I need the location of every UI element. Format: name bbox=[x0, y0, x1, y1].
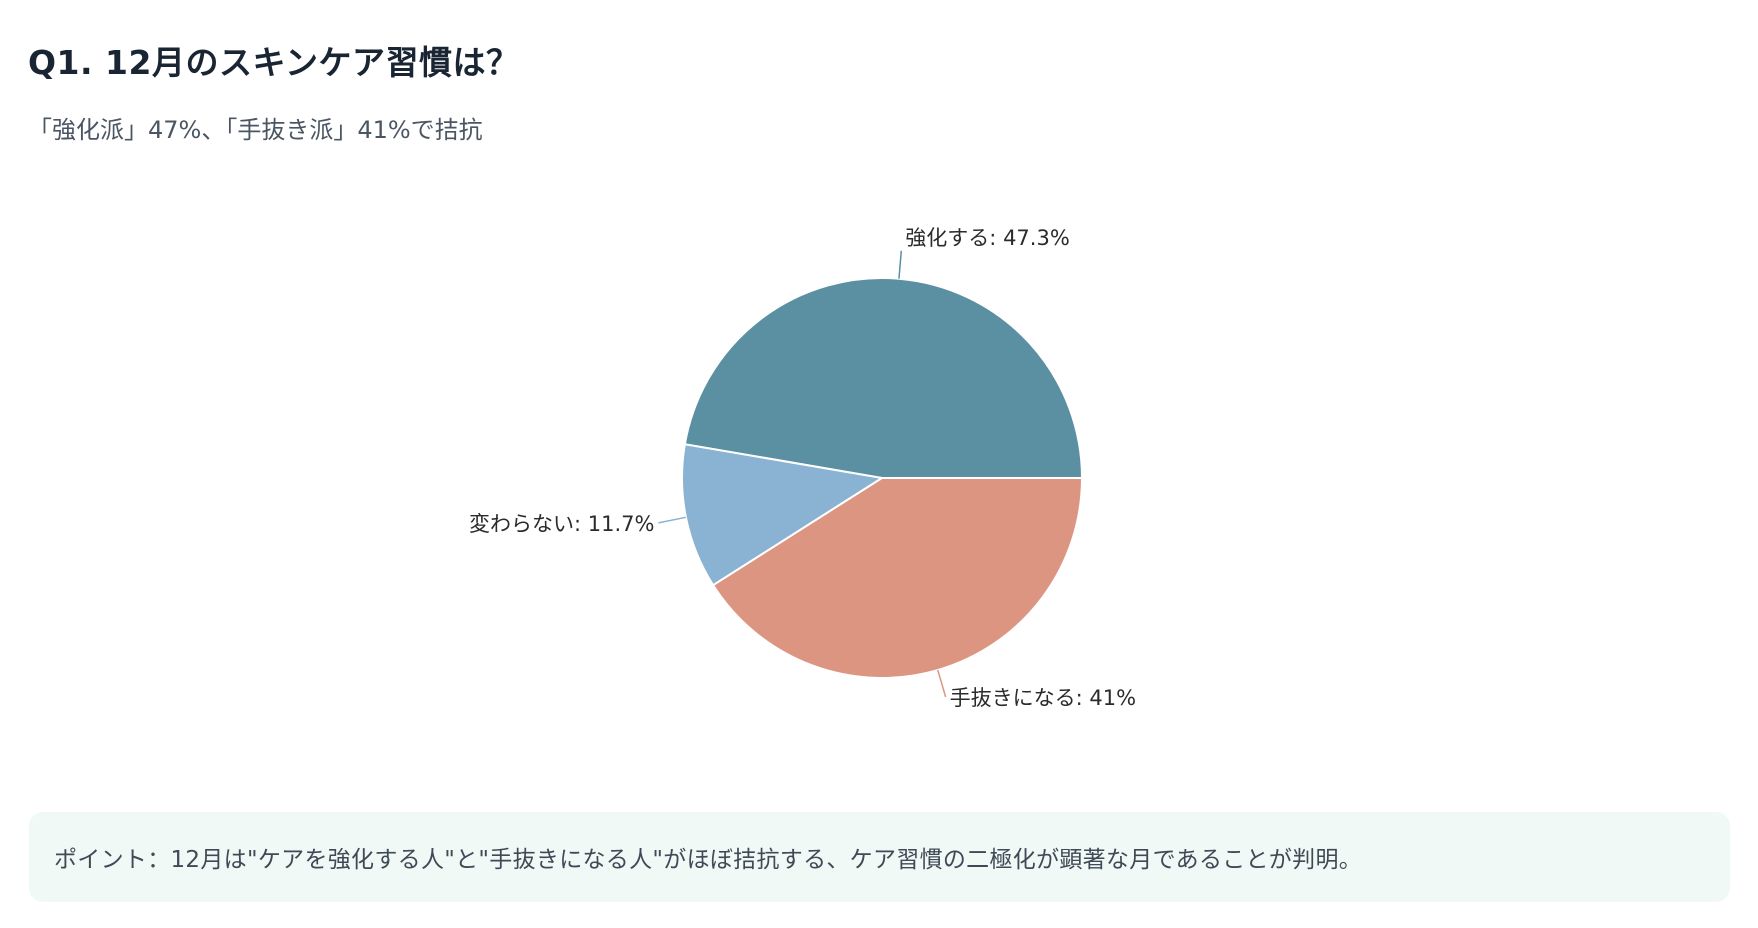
pie-slice-0 bbox=[683, 277, 1084, 479]
pie-chart: 強化する: 47.3% 変わらない: 11.7% 手抜きになる: 41% bbox=[469, 226, 1136, 710]
point-text: ポイント：12月は"ケアを強化する人"と"手抜きになる人"がほぼ拮抗する、ケア習… bbox=[54, 847, 1363, 873]
pie-label-2: 手抜きになる: 41% bbox=[950, 686, 1136, 710]
pie-label-1: 変わらない: 11.7% bbox=[469, 512, 654, 536]
page-subtitle: 「強化派」47%、「手抜き派」41%で拮抗 bbox=[28, 116, 483, 144]
point-callout: ポイント：12月は"ケアを強化する人"と"手抜きになる人"がほぼ拮抗する、ケア習… bbox=[29, 812, 1730, 902]
pie-slices bbox=[681, 277, 1084, 679]
pie-leader-0 bbox=[898, 250, 903, 279]
pie-label-0: 強化する: 47.3% bbox=[905, 226, 1069, 250]
pie-labels: 強化する: 47.3% 変わらない: 11.7% 手抜きになる: 41% bbox=[469, 226, 1136, 710]
pie-leader-1 bbox=[658, 516, 687, 524]
pie-slice-1 bbox=[681, 443, 885, 587]
page-title: Q1. 12月のスキンケア習慣は？ bbox=[28, 43, 520, 82]
pie-leader-2 bbox=[937, 669, 947, 698]
pie-leader-lines bbox=[658, 250, 947, 698]
